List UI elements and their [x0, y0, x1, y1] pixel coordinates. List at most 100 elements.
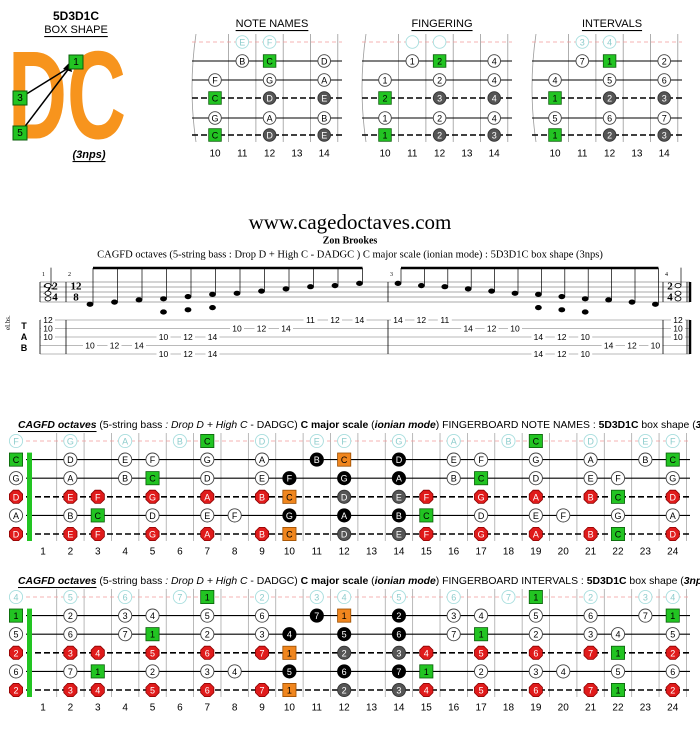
- time-signature-num: 2: [667, 281, 673, 293]
- fret-number: 9: [259, 547, 265, 558]
- note-label: 2: [670, 648, 675, 658]
- note-marker: [405, 54, 420, 68]
- tab-number-bg: [181, 349, 195, 359]
- note-marker: [118, 452, 133, 467]
- note-marker: [487, 128, 501, 142]
- note-marker: [282, 683, 297, 698]
- note-marker: [657, 111, 671, 125]
- tab-number-bg: [625, 341, 639, 350]
- note-marker: [63, 627, 78, 642]
- note-marker: [262, 35, 277, 49]
- tab-number-bg: [671, 332, 685, 342]
- note-label: 3: [437, 94, 442, 104]
- note-label: 4: [95, 648, 100, 658]
- note-marker: [262, 91, 277, 105]
- note-marker: [501, 589, 516, 605]
- note-head: [209, 304, 216, 311]
- panel-fret-number: 11: [407, 149, 418, 160]
- board-title-part: 3nps: [696, 420, 700, 431]
- note-label: 2: [437, 114, 442, 124]
- note-label: D: [321, 57, 328, 67]
- tab-number: 14: [393, 315, 403, 325]
- note-head: [44, 282, 52, 289]
- note-marker: [90, 664, 105, 679]
- note-marker: [583, 527, 598, 541]
- note-label: C: [286, 492, 293, 502]
- note-label: B: [67, 511, 73, 521]
- note-marker: [118, 627, 133, 642]
- note-head: [558, 307, 566, 313]
- note-head: [258, 288, 265, 294]
- note-marker: [665, 527, 680, 541]
- note-marker: [548, 128, 562, 142]
- nps-label: (3nps): [73, 149, 106, 161]
- note-label: G: [204, 455, 211, 465]
- tab-number-bg: [328, 315, 342, 325]
- note-label: E: [204, 511, 210, 521]
- note-label: E: [321, 131, 327, 141]
- note-label: F: [670, 437, 676, 447]
- fret-number: 7: [204, 703, 210, 714]
- fret-number: 1: [40, 547, 46, 558]
- note-label: 3: [396, 648, 401, 658]
- note-label: D: [478, 511, 485, 521]
- note-label: 4: [95, 686, 100, 696]
- note-label: 2: [670, 686, 675, 696]
- note-marker: [145, 508, 160, 523]
- note-head: [331, 282, 339, 289]
- panel-edge: [531, 33, 537, 143]
- note-marker: [8, 589, 24, 605]
- note-marker: [337, 664, 352, 679]
- note-label: 1: [615, 686, 620, 696]
- panel-fret-number: 12: [604, 149, 616, 160]
- tab-number-bg: [156, 332, 171, 342]
- note-label: G: [286, 511, 293, 521]
- note-marker: [487, 111, 501, 125]
- note-label: C: [149, 474, 156, 484]
- note-label: 6: [68, 630, 73, 640]
- note-label: B: [177, 437, 183, 447]
- note-label: 4: [342, 593, 347, 603]
- tab-number: 10: [159, 332, 169, 342]
- note-label: 1: [382, 114, 387, 124]
- tab-number-bg: [107, 341, 122, 350]
- note-label: 4: [424, 648, 429, 658]
- board-title: CAGFD octaves (5-string bass : Drop D + …: [18, 576, 700, 587]
- note-label: C: [266, 57, 273, 67]
- note-marker: [378, 111, 392, 125]
- note-label: D: [259, 437, 266, 447]
- board-title-part: CAGFD octaves: [18, 576, 97, 587]
- note-label: A: [588, 455, 594, 465]
- fret-number: 4: [122, 547, 128, 558]
- note-marker: [610, 664, 626, 679]
- panel-title: NOTE NAMES: [236, 18, 309, 30]
- note-marker: [391, 608, 406, 623]
- note-label: 3: [643, 593, 648, 603]
- note-head: [44, 290, 52, 296]
- note-label: 1: [382, 76, 387, 86]
- board-title-part: (5-string bass: [97, 576, 166, 587]
- note-marker: [118, 471, 133, 486]
- note-marker: [317, 128, 331, 142]
- note-marker: [419, 489, 434, 504]
- note-marker: [583, 489, 598, 504]
- note-label: 2: [479, 667, 484, 677]
- tab-number: 12: [183, 349, 193, 359]
- note-marker: [446, 433, 461, 449]
- fret-number: 16: [448, 547, 460, 558]
- tab-number: 12: [557, 349, 567, 359]
- note-marker: [200, 627, 215, 642]
- note-marker: [63, 664, 78, 679]
- tab-clef: B: [21, 343, 28, 353]
- note-marker: [118, 589, 133, 605]
- note-label: 7: [123, 630, 128, 640]
- note-marker: [391, 471, 406, 486]
- measure-number: 2: [68, 272, 71, 278]
- note-label: D: [67, 455, 74, 465]
- measure-number: 4: [665, 272, 668, 278]
- note-label: 3: [580, 38, 585, 48]
- note-head: [135, 297, 143, 303]
- note-label: D: [13, 492, 20, 502]
- note-label: D: [533, 474, 540, 484]
- tab-number: 14: [281, 324, 291, 334]
